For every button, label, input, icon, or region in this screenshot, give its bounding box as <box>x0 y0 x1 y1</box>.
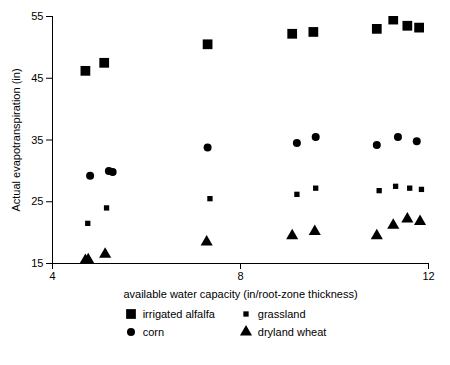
svg-text:25: 25 <box>31 195 43 207</box>
svg-text:Actual evapotranspiration (in): Actual evapotranspiration (in) <box>10 68 22 211</box>
svg-text:35: 35 <box>31 134 43 146</box>
svg-text:12: 12 <box>422 270 434 282</box>
html-text:grassland: grassland <box>257 308 306 320</box>
html-text:dryland wheat: dryland wheat <box>257 326 327 338</box>
svg-text:45: 45 <box>31 72 43 84</box>
svg-text:8: 8 <box>237 270 243 282</box>
html-text:irrigated alfalfa: irrigated alfalfa <box>142 308 215 320</box>
html-text:corn: corn <box>142 326 165 338</box>
svg-text:55: 55 <box>31 10 43 22</box>
svg-text:15: 15 <box>31 257 43 269</box>
svg-text:available water capacity (in/r: available water capacity (in/root-zone t… <box>123 288 357 300</box>
svg-text:4: 4 <box>49 270 55 282</box>
